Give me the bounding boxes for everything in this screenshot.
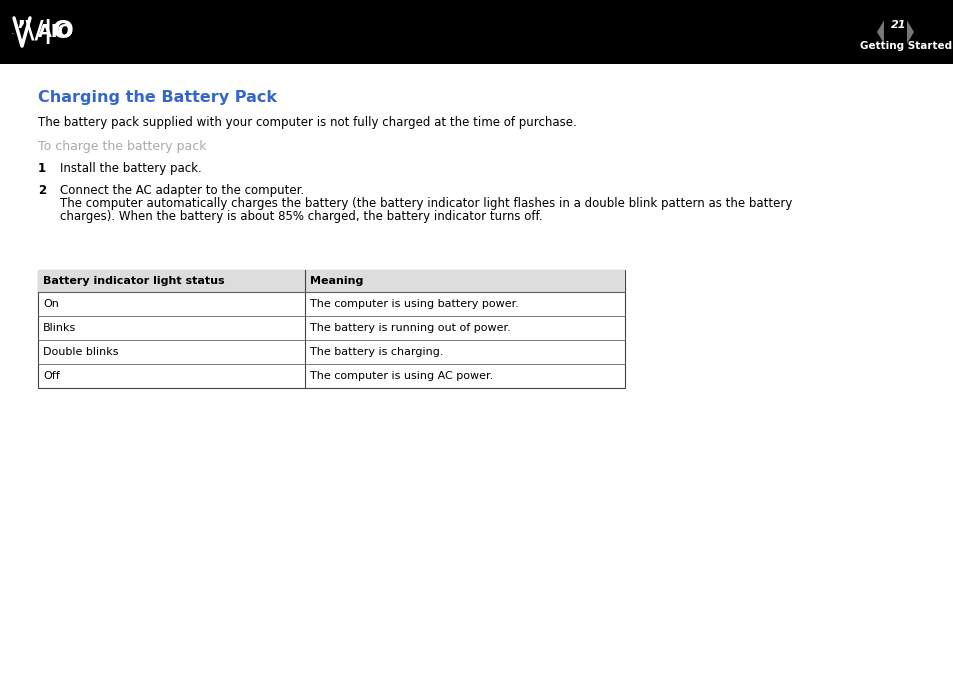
Text: 1: 1 [38, 162, 46, 175]
Text: The battery is running out of power.: The battery is running out of power. [310, 323, 510, 333]
Text: Blinks: Blinks [43, 323, 76, 333]
Text: The computer is using AC power.: The computer is using AC power. [310, 371, 493, 381]
Text: Getting Started: Getting Started [859, 41, 951, 51]
Text: charges). When the battery is about 85% charged, the battery indicator turns off: charges). When the battery is about 85% … [60, 210, 542, 223]
Text: The battery is charging.: The battery is charging. [310, 347, 443, 357]
Text: 21: 21 [890, 20, 905, 30]
Text: The computer is using battery power.: The computer is using battery power. [310, 299, 518, 309]
Text: To charge the battery pack: To charge the battery pack [38, 140, 206, 153]
Polygon shape [876, 20, 883, 44]
Text: The battery pack supplied with your computer is not fully charged at the time of: The battery pack supplied with your comp… [38, 116, 577, 129]
Text: 2: 2 [38, 184, 46, 197]
Bar [38, 270, 624, 292]
Text: The computer automatically charges the battery (the battery indicator light flas: The computer automatically charges the b… [60, 197, 792, 210]
Text: Charging the Battery Pack: Charging the Battery Pack [38, 90, 276, 105]
Text: Connect the AC adapter to the computer.: Connect the AC adapter to the computer. [60, 184, 304, 197]
Text: Install the battery pack.: Install the battery pack. [60, 162, 201, 175]
Bar [38, 270, 624, 388]
Text: AIO: AIO [38, 23, 73, 41]
Text: Battery indicator light status: Battery indicator light status [43, 276, 224, 286]
Bar [0, 0, 953, 64]
Text: On: On [43, 299, 59, 309]
Polygon shape [906, 20, 913, 44]
Text: Double blinks: Double blinks [43, 347, 118, 357]
Text: ’\/|O: ’\/|O [16, 20, 73, 44]
Text: Off: Off [43, 371, 60, 381]
Text: Meaning: Meaning [310, 276, 363, 286]
Text: VAIO: VAIO [12, 32, 15, 34]
